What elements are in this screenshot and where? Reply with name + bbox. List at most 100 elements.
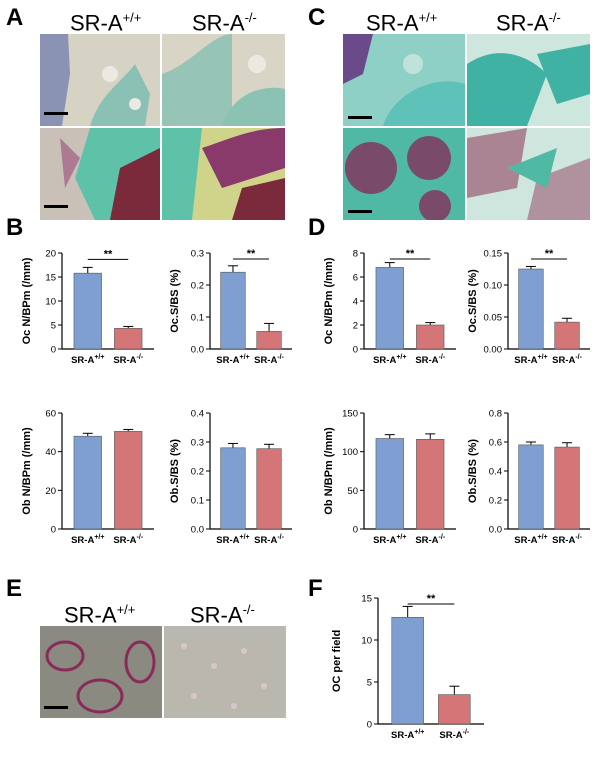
panel-label-d: D	[308, 214, 326, 241]
x-tick-label-wt: SR-A+/+	[391, 729, 424, 741]
bar-wt	[518, 268, 544, 350]
y-tick-label: 150	[342, 409, 358, 420]
y-tick-label: 0.4	[489, 467, 502, 478]
y-tick-label: 15	[361, 594, 372, 605]
bar-ko	[554, 446, 580, 530]
title-c-wt: SR-A+/+	[366, 10, 438, 36]
y-axis-label: Ob N/BPm (/mm)	[21, 427, 33, 515]
bar-ko	[438, 694, 471, 725]
scale-bar-a-bottom	[44, 205, 68, 208]
panel-label-a: A	[6, 4, 24, 31]
y-tick-label: 10	[45, 297, 56, 308]
significance-marker: **	[427, 593, 436, 605]
histology-a-ko-top	[162, 34, 285, 126]
x-tick-label-ko: SR-A-/-	[415, 534, 446, 546]
histology-c-wt-bottom	[343, 128, 465, 220]
bar-ko	[114, 431, 143, 530]
bar-wt	[220, 271, 246, 350]
y-axis-label: Oc.S/BS (%)	[169, 269, 181, 333]
y-tick-label: 2	[353, 321, 358, 332]
chart-f-oc-per-field: OC per field 0 5 10 15 SR-A+/+ SR-A-/- **	[331, 593, 484, 741]
y-tick-label: 0.2	[191, 281, 204, 292]
x-tick-label-wt: SR-A+/+	[71, 534, 104, 546]
x-tick-label-ko: SR-A-/-	[254, 354, 285, 366]
bar-ko	[416, 438, 445, 530]
y-tick-label: 0.2	[191, 467, 204, 478]
significance-marker: **	[545, 248, 554, 260]
histology-c-wt-top	[343, 34, 465, 126]
y-tick-label: 10	[361, 636, 372, 647]
histology-a-wt-bottom	[40, 128, 160, 220]
x-tick-label-ko: SR-A-/-	[113, 534, 144, 546]
y-tick-label: 0.15	[484, 249, 503, 260]
x-tick-label-wt: SR-A+/+	[514, 534, 547, 546]
y-tick-label: 5	[367, 678, 372, 689]
chart-b-ob-number: Ob N/BPm (/mm) 0 20 40 60 SR-A+/+ SR-A-/-	[21, 409, 154, 546]
x-tick-label-ko: SR-A-/-	[552, 354, 583, 366]
y-axis-label: Oc N/BPm (/mm)	[323, 257, 335, 344]
x-tick-label-wt: SR-A+/+	[71, 354, 104, 366]
y-tick-label: 0.05	[484, 313, 503, 324]
title-c-ko: SR-A-/-	[496, 10, 561, 36]
bar-ko	[256, 331, 282, 350]
scale-bar-c-top	[348, 116, 372, 119]
y-tick-label: 0	[353, 525, 358, 536]
chart-b-oc-number: Oc N/BPm (/mm) 0 5 10 15 20 SR-A+/+ SR-A-/- **	[21, 248, 154, 366]
x-tick-label-wt: SR-A+/+	[514, 354, 547, 366]
scale-bar-e	[44, 706, 68, 709]
y-tick-label: 15	[45, 273, 56, 284]
y-axis-label: Ob.S/BS (%)	[169, 439, 181, 504]
significance-marker: **	[104, 248, 113, 260]
bar-ko	[256, 448, 282, 530]
y-tick-label: 0.8	[489, 409, 502, 420]
y-tick-label: 0	[367, 720, 372, 731]
histology-c-ko-bottom	[467, 128, 590, 220]
y-tick-label: 0.2	[489, 496, 502, 507]
x-tick-label-ko: SR-A-/-	[415, 354, 446, 366]
y-axis-label: Ob.S/BS (%)	[467, 439, 479, 504]
histology-a-wt-top	[40, 34, 160, 126]
y-tick-label: 0	[353, 345, 358, 356]
chart-b-ob-surface: Ob.S/BS (%) 0.0 0.1 0.2 0.3 0.4 SR-A+/+ SR-A-/-	[169, 409, 292, 546]
histology-a-ko-bottom	[162, 128, 285, 220]
bar-wt	[73, 435, 102, 530]
bar-wt	[375, 438, 404, 530]
y-tick-label: 0.0	[191, 345, 204, 356]
bar-wt	[73, 272, 102, 350]
histology-e-wt	[40, 626, 162, 718]
y-tick-label: 0	[51, 345, 56, 356]
y-tick-label: 0	[51, 525, 56, 536]
y-tick-label: 0.3	[191, 249, 204, 260]
y-tick-label: 0.6	[489, 438, 502, 449]
y-tick-label: 60	[45, 409, 56, 420]
title-e-ko: SR-A-/-	[190, 602, 255, 628]
x-tick-label-ko: SR-A-/-	[552, 534, 583, 546]
bar-ko	[416, 324, 445, 350]
y-tick-label: 8	[353, 249, 358, 260]
y-axis-label: Oc N/BPm (/mm)	[21, 257, 33, 344]
y-tick-label: 100	[342, 447, 358, 458]
x-tick-label-ko: SR-A-/-	[113, 354, 144, 366]
panel-label-e: E	[6, 575, 23, 602]
y-tick-label: 20	[45, 486, 56, 497]
x-tick-label-ko: SR-A-/-	[254, 534, 285, 546]
y-tick-label: 0.0	[191, 525, 204, 536]
histology-c-ko-top	[467, 34, 590, 126]
bar-wt	[518, 444, 544, 530]
y-axis-label: Ob N/BPm (/mm)	[323, 427, 335, 515]
bar-wt	[220, 447, 246, 530]
y-tick-label: 6	[353, 273, 358, 284]
y-axis-label: Oc.S/BS (%)	[467, 269, 479, 333]
x-tick-label-wt: SR-A+/+	[216, 354, 249, 366]
y-tick-label: 0.0	[489, 525, 502, 536]
y-tick-label: 0.10	[484, 281, 503, 292]
y-tick-label: 0.3	[191, 438, 204, 449]
chart-d-oc-surface: Oc.S/BS (%) 0.00 0.05 0.10 0.15 SR-A+/+ SR-A-/…	[467, 248, 590, 366]
bar-ko	[114, 328, 143, 350]
chart-d-ob-surface: Ob.S/BS (%) 0.0 0.2 0.4 0.6 0.8 SR-A+/+ SR-A-/-	[467, 409, 590, 546]
bar-wt	[391, 617, 424, 725]
y-tick-label: 0.1	[191, 496, 204, 507]
scale-bar-a-top	[44, 112, 68, 115]
x-tick-label-wt: SR-A+/+	[216, 534, 249, 546]
y-tick-label: 50	[347, 486, 358, 497]
